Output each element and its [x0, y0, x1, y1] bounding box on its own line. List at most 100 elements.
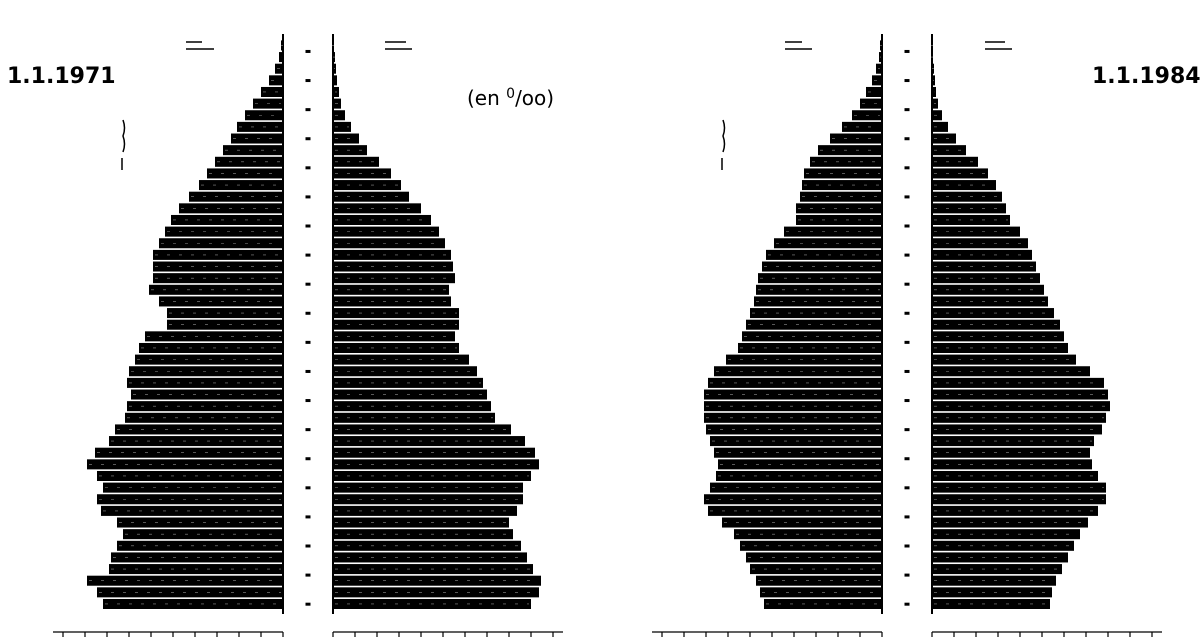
bar-left-age-88	[261, 86, 283, 97]
age-tick-25	[305, 457, 311, 461]
bar-right-age-16	[333, 505, 517, 516]
bar-right-age-16	[932, 505, 1098, 516]
bar-left-age-18	[97, 494, 283, 505]
bar-left-age-22	[97, 470, 283, 481]
unit-label: (en 0/oo)	[467, 86, 554, 110]
bar-right-age-18	[333, 494, 523, 505]
bar-right-age-42	[333, 354, 469, 365]
age-tick-35	[305, 399, 311, 403]
bar-right-age-58	[333, 261, 453, 272]
bar-left-age-62	[774, 238, 882, 249]
bar-left-age-66	[171, 214, 283, 225]
bar-left-age-78	[223, 145, 283, 156]
bar-right-age-10	[333, 540, 521, 551]
bar-right-age-70	[932, 191, 1002, 202]
bar-right-age-24	[333, 459, 539, 470]
bar-left-age-66	[796, 214, 882, 225]
bar-right-age-72	[932, 180, 996, 191]
bar-left-age-22	[716, 470, 882, 481]
bar-right-age-90	[333, 75, 337, 86]
bar-left-age-44	[738, 342, 882, 353]
pyramid-1971-title: 1.1.1971	[7, 64, 116, 89]
age-tick-60	[904, 253, 910, 257]
bar-left-age-44	[139, 342, 283, 353]
bar-right-age-46	[932, 331, 1064, 342]
bar-left-age-42	[726, 354, 882, 365]
age-tick-25	[904, 457, 910, 461]
age-tick-5	[904, 573, 910, 577]
bar-left-age-10	[740, 540, 882, 551]
bar-right-age-62	[333, 238, 445, 249]
age-tick-50	[305, 311, 311, 315]
bar-left-age-0	[764, 598, 882, 609]
age-tick-95	[904, 49, 910, 53]
bar-right-age-62	[932, 238, 1028, 249]
bar-right-age-10	[932, 540, 1074, 551]
bar-right-age-82	[932, 121, 948, 132]
bar-right-age-56	[932, 273, 1040, 284]
age-tick-30	[904, 428, 910, 432]
legend-1984-right	[985, 41, 1012, 50]
bar-left-age-64	[165, 226, 283, 237]
age-tick-65	[305, 224, 311, 228]
age-tick-65	[904, 224, 910, 228]
bar-left-age-6	[750, 564, 882, 575]
age-tick-45	[904, 340, 910, 344]
bar-left-age-26	[95, 447, 283, 458]
bar-left-age-48	[746, 319, 882, 330]
bar-left-age-2	[97, 587, 283, 598]
bar-right-age-64	[932, 226, 1020, 237]
age-tick-10	[305, 544, 311, 548]
age-tick-0	[305, 602, 311, 606]
bar-right-age-42	[932, 354, 1076, 365]
bar-left-age-68	[796, 203, 882, 214]
pyramid-1984-title: 1.1.1984	[1092, 64, 1201, 89]
bar-right-age-46	[333, 331, 455, 342]
bar-left-age-0	[103, 598, 283, 609]
age-tick-60	[305, 253, 311, 257]
pyramid-1971	[53, 34, 563, 637]
bar-left-age-30	[115, 424, 283, 435]
age-tick-30	[305, 428, 311, 432]
bar-right-age-34	[333, 401, 491, 412]
legend-1971-right	[385, 41, 412, 50]
bar-left-age-50	[750, 308, 882, 319]
age-tick-5	[305, 573, 311, 577]
age-tick-50	[904, 311, 910, 315]
bar-right-age-26	[932, 447, 1090, 458]
bar-left-age-48	[167, 319, 283, 330]
age-tick-55	[904, 282, 910, 286]
bar-left-age-40	[714, 366, 882, 377]
bar-left-age-20	[103, 482, 283, 493]
age-tick-90	[305, 79, 311, 83]
bar-right-age-76	[333, 156, 379, 167]
bar-right-age-28	[932, 436, 1094, 447]
bar-left-age-90	[269, 75, 283, 86]
bar-right-age-52	[932, 296, 1048, 307]
bar-left-age-10	[117, 540, 283, 551]
bar-left-age-14	[722, 517, 882, 528]
bar-right-age-12	[333, 529, 513, 540]
bar-left-age-76	[810, 156, 882, 167]
bar-right-age-32	[333, 412, 495, 423]
age-tick-45	[305, 340, 311, 344]
bar-right-age-80	[932, 133, 956, 144]
bar-right-age-52	[333, 296, 451, 307]
bar-left-age-54	[149, 284, 283, 295]
age-tick-85	[305, 108, 311, 112]
bar-left-age-16	[101, 505, 283, 516]
bar-right-age-68	[333, 203, 421, 214]
age-tick-70	[305, 195, 311, 199]
bar-left-age-88	[866, 86, 882, 97]
bar-right-age-8	[932, 552, 1068, 563]
bar-left-age-24	[718, 459, 882, 470]
bar-left-age-50	[167, 308, 283, 319]
bar-right-age-88	[932, 86, 936, 97]
age-tick-90	[904, 79, 910, 83]
bar-left-age-26	[714, 447, 882, 458]
bar-left-age-86	[860, 98, 882, 109]
age-tick-10	[904, 544, 910, 548]
bar-right-age-20	[333, 482, 523, 493]
bar-right-age-24	[932, 459, 1092, 470]
age-tick-20	[305, 486, 311, 490]
